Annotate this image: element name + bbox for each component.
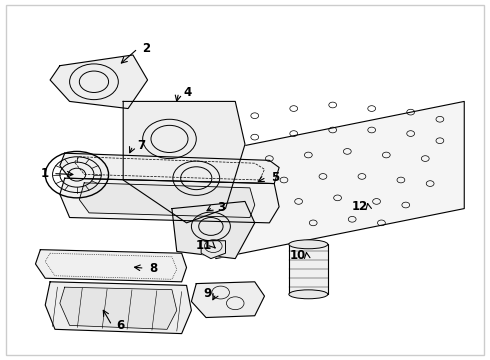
Polygon shape (35, 249, 187, 282)
Polygon shape (289, 244, 328, 294)
Text: 12: 12 (351, 200, 368, 213)
Text: 5: 5 (271, 171, 279, 184)
Text: 4: 4 (183, 86, 192, 99)
Text: 8: 8 (149, 262, 157, 275)
Ellipse shape (289, 290, 328, 299)
Polygon shape (60, 153, 279, 184)
Text: 11: 11 (196, 239, 212, 252)
Ellipse shape (289, 240, 328, 249)
Text: 6: 6 (117, 319, 125, 332)
Polygon shape (50, 55, 147, 109)
Text: 2: 2 (143, 42, 150, 55)
Polygon shape (123, 102, 245, 223)
Text: 7: 7 (138, 139, 146, 152)
Polygon shape (45, 282, 192, 334)
Polygon shape (201, 241, 225, 258)
Polygon shape (216, 102, 464, 258)
Text: 9: 9 (203, 287, 212, 300)
Polygon shape (192, 282, 265, 318)
Polygon shape (79, 183, 255, 217)
Text: 3: 3 (218, 201, 226, 213)
Polygon shape (60, 178, 279, 223)
Text: 10: 10 (290, 249, 306, 262)
Text: 1: 1 (40, 167, 49, 180)
Polygon shape (60, 287, 177, 329)
Polygon shape (172, 202, 255, 258)
